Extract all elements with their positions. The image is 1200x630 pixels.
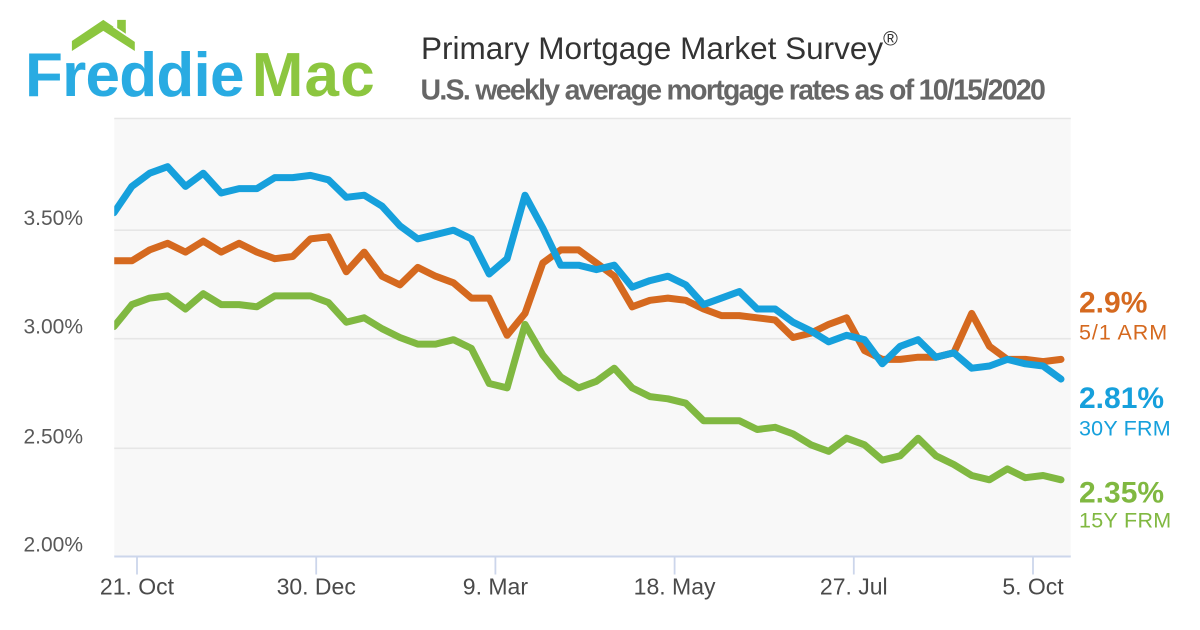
svg-text:5/1 ARM: 5/1 ARM	[1079, 321, 1168, 345]
svg-text:3.00%: 3.00%	[23, 316, 83, 339]
svg-text:2.50%: 2.50%	[23, 425, 83, 448]
svg-text:18. May: 18. May	[634, 574, 716, 600]
svg-text:2.81%: 2.81%	[1079, 382, 1164, 415]
svg-text:Primary Mortgage Market Survey: Primary Mortgage Market Survey®	[421, 29, 898, 67]
svg-text:2.35%: 2.35%	[1079, 477, 1164, 510]
svg-text:2.00%: 2.00%	[23, 534, 83, 557]
svg-text:15Y FRM: 15Y FRM	[1079, 509, 1172, 533]
svg-text:3.50%: 3.50%	[23, 207, 83, 230]
svg-text:9. Mar: 9. Mar	[463, 574, 529, 600]
svg-text:21. Oct: 21. Oct	[100, 574, 175, 600]
svg-text:30. Dec: 30. Dec	[277, 574, 356, 600]
svg-text:2.9%: 2.9%	[1079, 287, 1147, 320]
svg-text:30Y FRM: 30Y FRM	[1079, 417, 1171, 441]
svg-text:U.S. weekly average mortgage r: U.S. weekly average mortgage rates as of…	[421, 75, 1045, 107]
svg-text:5. Oct: 5. Oct	[1002, 574, 1064, 600]
svg-text:27. Jul: 27. Jul	[820, 574, 888, 600]
